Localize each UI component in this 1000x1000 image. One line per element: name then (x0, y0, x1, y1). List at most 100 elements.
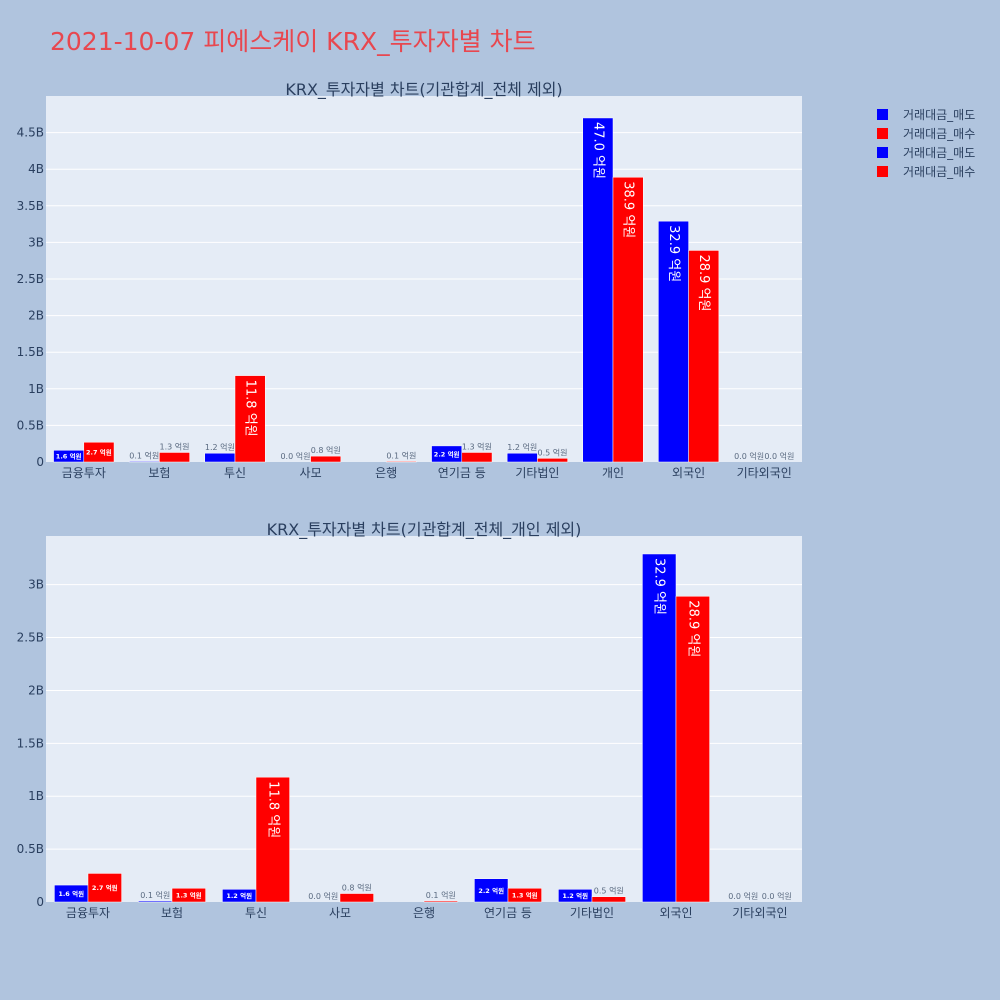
data-label: 2.7 억원 (92, 883, 118, 892)
data-label: 2.2 억원 (434, 449, 460, 458)
x-tick-label: 투신 (224, 466, 246, 480)
data-label: 0.8 억원 (311, 445, 341, 455)
y-tick-label: 0 (36, 455, 44, 469)
x-tick-label: 은행 (375, 465, 397, 480)
x-tick-label: 금융투자 (66, 906, 110, 920)
x-tick-label: 외국인 (672, 466, 705, 480)
legend-swatch[interactable] (877, 109, 888, 120)
x-tick-label: 기타외국인 (732, 906, 787, 920)
data-label: 0.0 억원 (762, 891, 792, 901)
data-label: 1.3 억원 (512, 891, 538, 900)
data-label: 1.3 억원 (462, 441, 492, 451)
data-label: 47.0 억원 (590, 122, 605, 179)
data-label: 1.3 억원 (160, 441, 190, 451)
x-tick-label: 보험 (148, 466, 170, 480)
x-tick-label: 사모 (329, 906, 351, 920)
legend-swatch[interactable] (877, 166, 888, 177)
bar-sell (506, 452, 538, 463)
bar-buy (310, 455, 342, 463)
x-tick-label: 개인 (602, 466, 624, 480)
x-tick-label: 연기금 등 (438, 466, 486, 480)
data-label: 1.2 억원 (205, 442, 235, 452)
y-tick-label: 4B (28, 162, 44, 176)
data-label: 1.2 억원 (562, 891, 588, 900)
data-label: 2.7 억원 (86, 448, 112, 457)
data-label: 0.1 억원 (129, 450, 159, 460)
bar-buy (385, 461, 417, 463)
bar-buy (507, 887, 542, 903)
data-label: 28.9 억원 (685, 600, 700, 657)
x-tick-label: 기타법인 (570, 906, 614, 920)
bar-buy (688, 250, 720, 463)
data-label: 11.8 억원 (243, 380, 258, 437)
data-label: 32.9 억원 (666, 225, 681, 282)
chart-2: 0 0.5B 1B 1.5B 2B 2.5B 3B KRX_투자자별 차트(기관합계_전체_개… (17, 520, 802, 920)
x-tick-label: 금융투자 (62, 466, 106, 480)
data-label: 1.6 억원 (58, 889, 84, 898)
x-tick-label: 보험 (161, 906, 183, 920)
y-tick-label: 1B (28, 382, 44, 396)
legend-item[interactable]: 거래대금_매수 (903, 127, 975, 141)
y-tick-label: 4.5B (17, 126, 44, 140)
legend-swatch[interactable] (877, 128, 888, 139)
bar-sell (658, 220, 689, 463)
bar-buy (612, 177, 644, 463)
bar-buy (83, 441, 115, 463)
data-label: 0.5 억원 (538, 447, 568, 457)
data-label: 0.1 억원 (386, 450, 416, 460)
legend-item[interactable]: 거래대금_매도 (903, 146, 975, 160)
data-label: 0.0 억원 (308, 891, 338, 901)
data-label: 0.1 억원 (140, 890, 170, 900)
legend-item[interactable]: 거래대금_매도 (903, 108, 975, 122)
data-label: 1.3 억원 (176, 891, 202, 900)
data-label: 11.8 억원 (265, 781, 280, 838)
y-tick-label: 1B (28, 789, 44, 803)
y-tick-label: 2.5B (17, 631, 44, 645)
y-tick-label: 1.5B (17, 345, 44, 359)
bar-sell (138, 900, 173, 903)
legend-item[interactable]: 거래대금_매수 (903, 165, 975, 179)
bar-buy (339, 893, 374, 903)
bar-buy (255, 776, 290, 903)
bar-sell (558, 889, 593, 903)
bar-buy (159, 452, 190, 463)
data-label: 2.2 억원 (478, 886, 504, 895)
bar-buy (675, 596, 710, 903)
y-tick-label: 3B (28, 578, 44, 592)
data-label: 0.1 억원 (426, 890, 456, 900)
bar-buy (461, 452, 493, 463)
x-tick-label: 사모 (300, 466, 322, 480)
data-label: 0.0 억원 (280, 451, 310, 461)
y-tick-label: 3.5B (17, 199, 44, 213)
x-tick-label: 은행 (413, 905, 435, 920)
legend-swatch[interactable] (877, 147, 888, 158)
bar-buy (171, 887, 206, 903)
bar-buy (591, 896, 626, 903)
data-label: 0.0 억원 (734, 451, 764, 461)
bar-sell (128, 461, 160, 463)
x-tick-label: 연기금 등 (484, 906, 532, 920)
data-label: 32.9 억원 (652, 558, 667, 615)
data-label: 1.2 억원 (226, 891, 252, 900)
y-tick-label: 0.5B (17, 418, 44, 432)
x-tick-label: 기타법인 (515, 466, 559, 480)
bar-buy (423, 900, 458, 903)
bar-sell (204, 452, 236, 463)
data-label: 0.8 억원 (342, 883, 372, 893)
y-tick-label: 1.5B (17, 736, 44, 750)
chart-title: KRX_투자자별 차트(기관합계_전체 제외) (285, 80, 562, 100)
bar-buy (87, 873, 122, 903)
page-title: 2021-10-07 피에스케이 KRX_투자자별 차트 (50, 27, 536, 56)
y-tick-label: 2B (28, 309, 44, 323)
x-tick-label: 외국인 (659, 906, 692, 920)
chart-1: 0 0.5B 1B 1.5B 2B 2.5B 3B 3.5B 4B 4.5B KRX_투자자별 차트… (17, 80, 802, 480)
x-tick-label: 투신 (245, 906, 267, 920)
data-label: 0.5 억원 (594, 886, 624, 896)
y-tick-label: 2.5B (17, 272, 44, 286)
y-tick-label: 2B (28, 683, 44, 697)
y-tick-label: 3B (28, 235, 44, 249)
y-tick-label: 0 (36, 895, 44, 909)
data-label: 28.9 억원 (696, 254, 711, 311)
